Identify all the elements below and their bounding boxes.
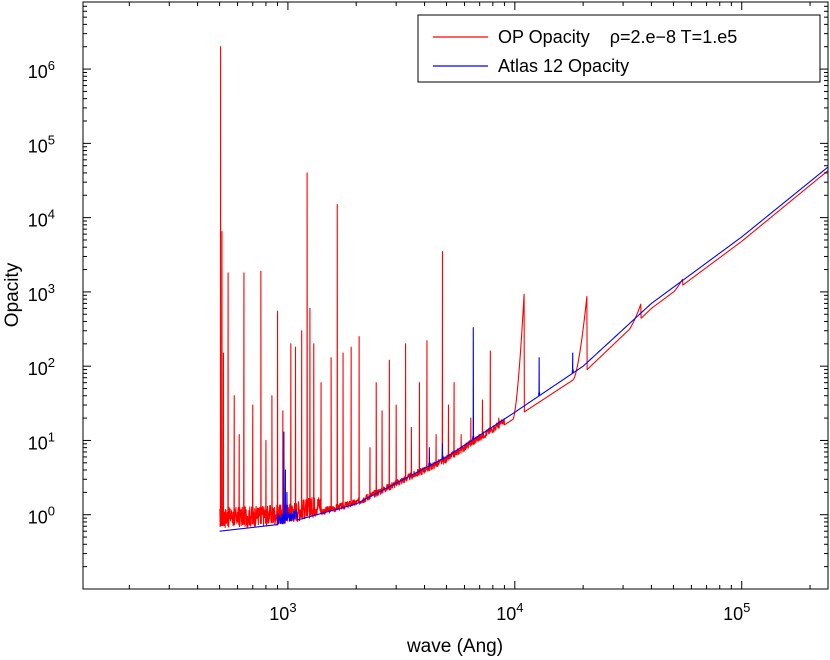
x-tick-label: 105 — [723, 600, 750, 624]
series-line-atlas12-opacity — [219, 166, 828, 532]
series-layer — [219, 46, 828, 532]
plot-area — [219, 46, 828, 532]
y-tick-label: 102 — [28, 355, 55, 379]
x-axis-label: wave (Ang) — [406, 636, 503, 657]
y-tick-label: 106 — [28, 58, 55, 82]
legend-label-op: OP Opacity ρ=2.e−8 T=1.e5 — [498, 27, 737, 47]
y-tick-label: 103 — [28, 281, 55, 305]
y-tick-label: 100 — [28, 504, 55, 528]
y-axis-label: Opacity — [2, 262, 23, 327]
y-tick-label: 104 — [28, 207, 55, 231]
legend-box — [417, 14, 821, 83]
y-tick-label: 105 — [28, 132, 55, 156]
x-tick-label: 103 — [269, 600, 296, 624]
ticks-layer: 103 104 105 100 101 102 103 104 105 106 — [28, 1, 828, 624]
y-tick-label: 101 — [28, 429, 55, 453]
x-tick-label: 104 — [496, 600, 523, 624]
legend: OP Opacity ρ=2.e−8 T=1.e5 Atlas 12 Opaci… — [417, 14, 821, 83]
legend-label-atlas: Atlas 12 Opacity — [498, 56, 629, 76]
series-line-op-opacity — [219, 46, 828, 529]
